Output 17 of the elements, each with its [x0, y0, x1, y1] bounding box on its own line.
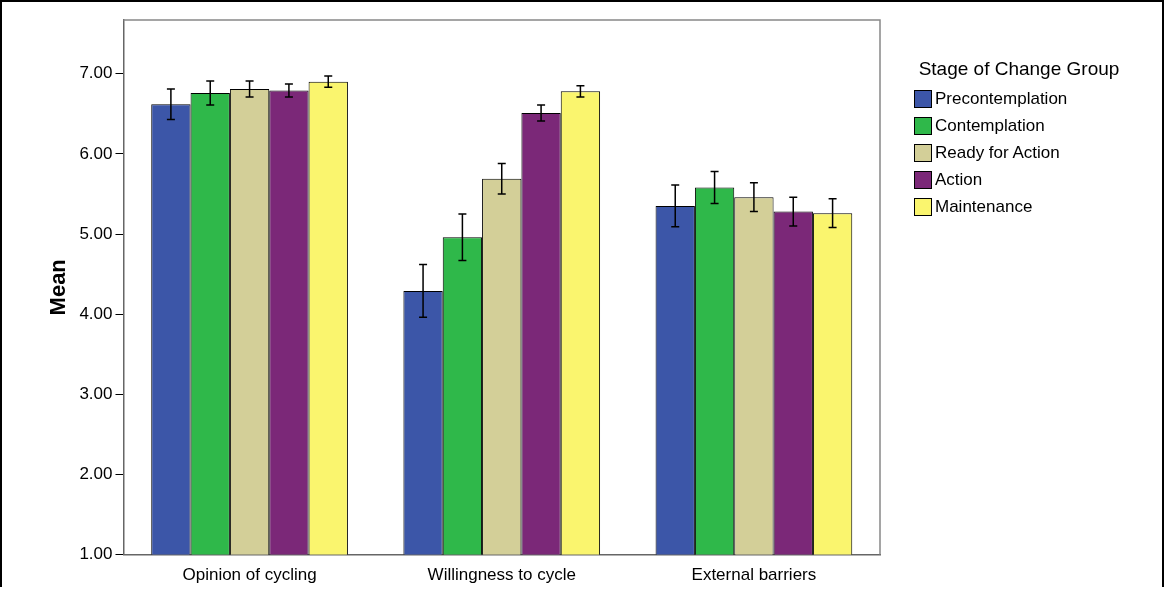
legend-label: Ready for Action	[935, 143, 1060, 162]
x-tick-label: External barriers	[691, 565, 817, 585]
y-tick-label: 1.00	[79, 544, 113, 564]
y-tick-label: 4.00	[79, 303, 113, 323]
y-tick-label: 7.00	[79, 63, 113, 83]
legend-label: Contemplation	[935, 116, 1045, 135]
legend-label: Precontemplation	[935, 89, 1068, 108]
legend-title: Stage of Change Group	[917, 57, 1121, 81]
y-tick-label: 3.00	[79, 383, 113, 403]
y-axis-title: Mean	[45, 259, 71, 316]
x-tick-label: Willingness to cycle	[427, 565, 576, 585]
legend-label: Maintenance	[935, 197, 1033, 216]
x-tick-label: Opinion of cycling	[182, 565, 317, 585]
y-tick-label: 2.00	[79, 464, 113, 484]
legend-label: Action	[935, 170, 983, 189]
y-tick-label: 5.00	[79, 223, 113, 243]
y-tick-label: 6.00	[79, 143, 113, 163]
